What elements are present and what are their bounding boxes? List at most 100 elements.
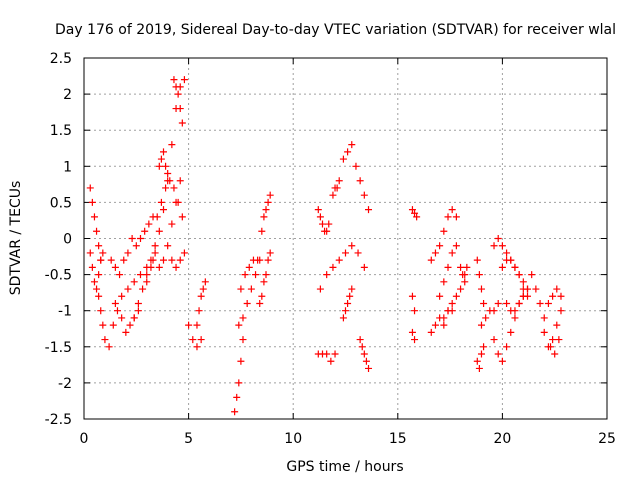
data-point: [180, 76, 188, 84]
data-point: [139, 285, 147, 293]
data-point: [120, 256, 128, 264]
data-point: [260, 278, 268, 286]
data-point: [498, 357, 506, 365]
data-point: [178, 213, 186, 221]
data-point: [168, 141, 176, 149]
data-point: [411, 307, 419, 315]
data-point: [159, 256, 167, 264]
data-point: [237, 285, 245, 293]
data-point: [264, 256, 272, 264]
data-point: [180, 249, 188, 257]
data-point: [344, 299, 352, 307]
data-point: [143, 278, 151, 286]
data-point: [201, 278, 209, 286]
data-point: [109, 321, 117, 329]
x-tick-label: 25: [598, 431, 616, 447]
data-point: [448, 249, 456, 257]
data-point: [549, 292, 557, 300]
data-point: [86, 184, 94, 192]
data-point: [532, 285, 540, 293]
data-point: [477, 285, 485, 293]
data-point: [431, 249, 439, 257]
data-point: [503, 249, 511, 257]
data-point: [331, 350, 339, 358]
x-axis-label: GPS time / hours: [286, 459, 403, 475]
data-point: [427, 256, 435, 264]
data-point: [143, 271, 151, 279]
data-point: [90, 213, 98, 221]
data-point: [457, 263, 465, 271]
data-point: [88, 263, 96, 271]
data-point: [536, 299, 544, 307]
data-point: [346, 292, 354, 300]
data-point: [193, 321, 201, 329]
data-point: [490, 242, 498, 250]
data-point: [444, 307, 452, 315]
data-point: [134, 299, 142, 307]
data-point: [136, 235, 144, 242]
y-tick-label: -1.5: [45, 340, 72, 356]
data-point: [549, 336, 557, 344]
data-point: [95, 271, 103, 279]
data-point: [494, 350, 502, 358]
data-point: [199, 285, 207, 293]
data-point: [507, 328, 515, 336]
data-point: [348, 141, 356, 149]
data-point: [515, 299, 523, 307]
data-point: [197, 336, 205, 344]
data-point: [88, 198, 96, 206]
data-point: [266, 249, 274, 257]
data-point: [147, 256, 155, 264]
data-point: [547, 343, 555, 351]
y-tick-label: 0: [63, 232, 72, 248]
data-point: [111, 299, 119, 307]
data-point: [318, 220, 326, 228]
data-point: [176, 105, 184, 113]
x-tick-label: 15: [389, 431, 407, 447]
y-tick-label: -1: [58, 304, 72, 320]
data-point: [245, 263, 253, 271]
axis-ticks: 0 5 10 15 20 25 -2.5 -2 -1.5 -1 -0.5 0 0.5 1 1.5 2 2.5: [45, 51, 616, 447]
data-point: [118, 292, 126, 300]
data-point: [111, 263, 119, 271]
data-point: [262, 271, 270, 279]
data-point: [356, 336, 364, 344]
data-point: [239, 314, 247, 322]
data-point: [494, 299, 502, 307]
data-point: [329, 263, 337, 271]
data-point: [440, 278, 448, 286]
data-point: [452, 213, 460, 221]
data-point: [162, 162, 170, 170]
data-point: [411, 209, 419, 217]
data-point: [93, 285, 101, 293]
data-point: [475, 364, 483, 372]
data-point: [482, 314, 490, 322]
data-point: [323, 350, 331, 358]
data-point: [544, 299, 552, 307]
y-tick-label: 1.5: [50, 123, 72, 139]
data-point: [247, 285, 255, 293]
data-point: [264, 198, 272, 206]
data-point: [124, 285, 132, 293]
x-tick-label: 20: [493, 431, 511, 447]
data-point: [151, 242, 159, 250]
data-point: [461, 271, 469, 279]
data-point: [260, 213, 268, 221]
data-point: [258, 292, 266, 300]
data-point: [408, 328, 416, 336]
data-point: [360, 350, 368, 358]
y-tick-label: 1: [63, 159, 72, 175]
data-point: [360, 263, 368, 271]
data-point: [515, 271, 523, 279]
data-point: [335, 256, 343, 264]
data-point: [323, 271, 331, 279]
data-point: [365, 364, 373, 372]
data-point: [90, 278, 98, 286]
data-point: [473, 256, 481, 264]
data-point: [511, 263, 519, 271]
data-point: [134, 307, 142, 315]
data-point: [440, 314, 448, 322]
data-point: [170, 184, 178, 192]
data-point: [348, 242, 356, 250]
data-point: [99, 321, 107, 329]
